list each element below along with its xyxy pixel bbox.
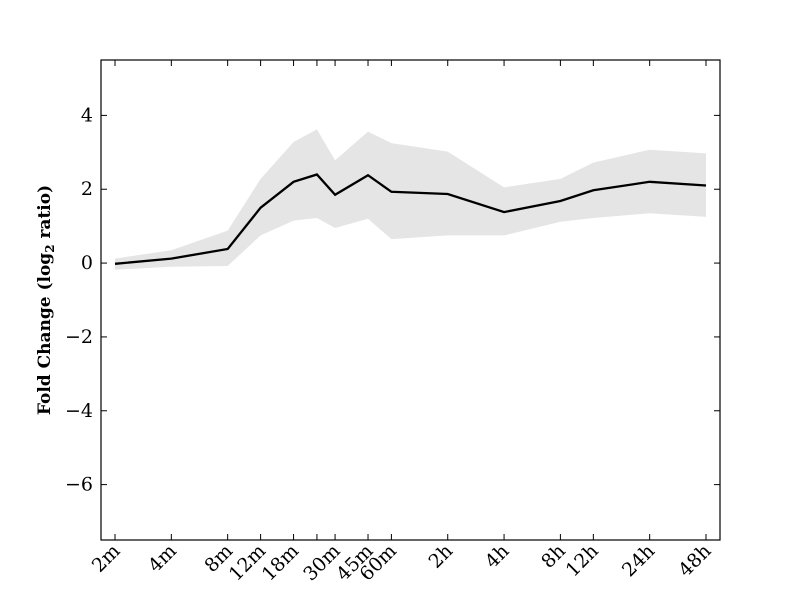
x-tick-label: 2m <box>88 540 125 577</box>
x-tick-label: 4h <box>481 540 514 573</box>
y-tick-label: 4 <box>81 104 93 126</box>
plot-background <box>101 60 720 540</box>
x-tick-label: 30m <box>299 540 344 585</box>
y-axis-title: Fold Change (log2 ratio) <box>35 185 57 415</box>
confidence-band <box>115 129 706 270</box>
series-line <box>114 173 707 265</box>
plot-frame <box>100 59 721 541</box>
y-tick-label: −2 <box>65 326 93 348</box>
y-tick-label: 0 <box>81 252 93 274</box>
y-tick-label: 2 <box>81 178 93 200</box>
y-axis-title-subscript: 2 <box>43 244 57 252</box>
y-tick-label: −4 <box>65 400 93 422</box>
confidence-band-layer <box>115 129 706 270</box>
x-tick-label: 12m <box>225 540 270 585</box>
x-tick-label: 2h <box>424 540 457 573</box>
y-axis-title-suffix: ratio) <box>35 185 55 245</box>
y-axis-ticks: 4 2 0 −2 −4 −6 <box>65 104 720 496</box>
x-tick-label: 48h <box>674 540 715 581</box>
x-tick-label: 18m <box>258 540 303 585</box>
x-tick-label: 12h <box>562 540 603 581</box>
x-tick-label: 24h <box>618 540 659 581</box>
y-tick-label: −6 <box>65 474 93 496</box>
y-axis-title-prefix: Fold Change (log <box>35 253 55 415</box>
x-tick-label: 4m <box>144 540 181 577</box>
series-line-layer <box>114 173 707 265</box>
